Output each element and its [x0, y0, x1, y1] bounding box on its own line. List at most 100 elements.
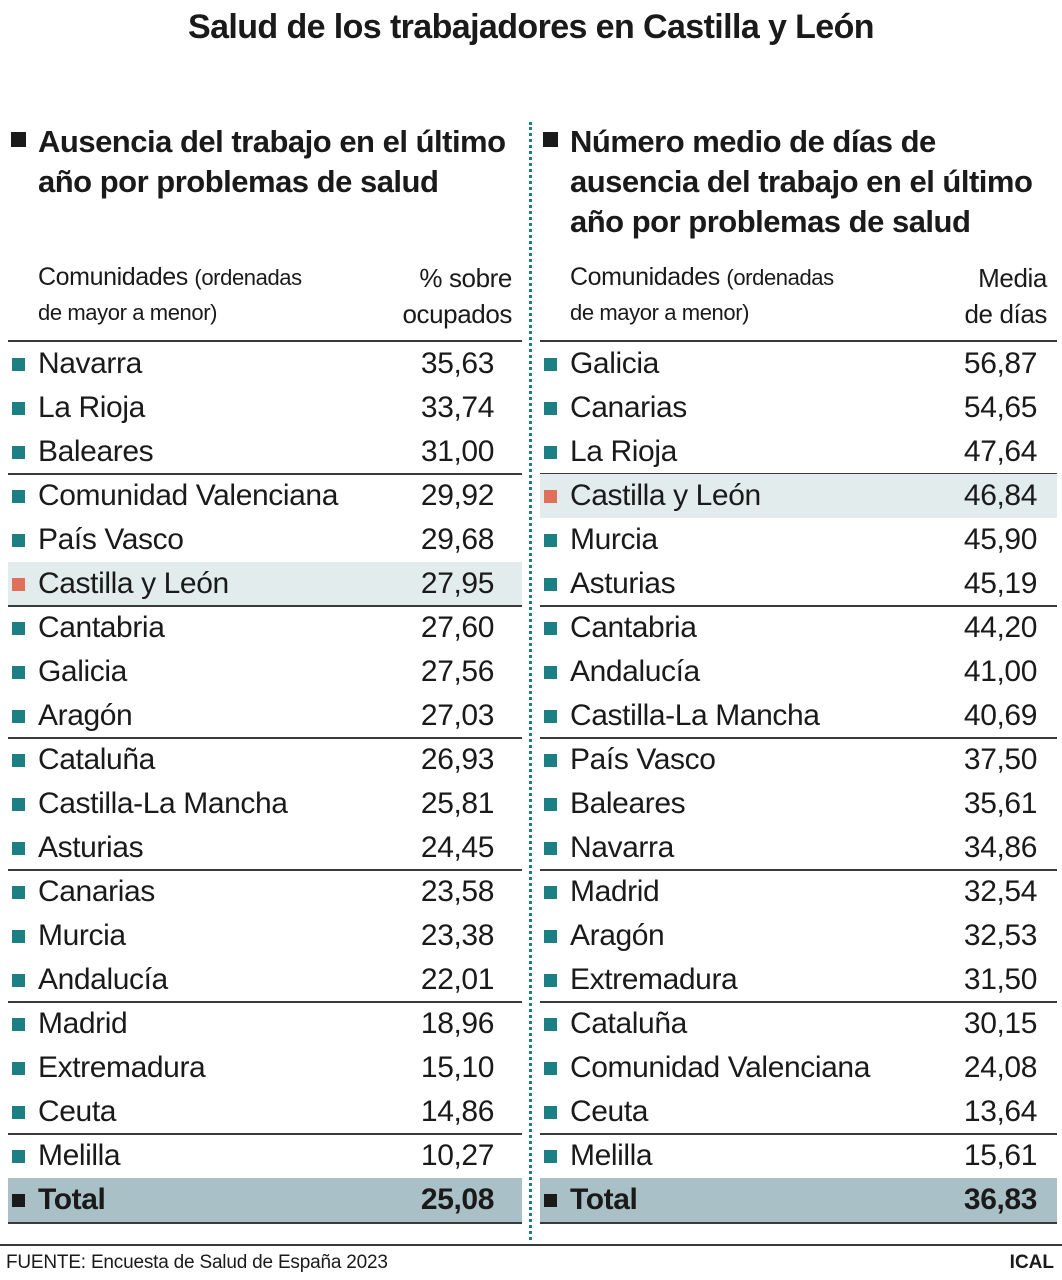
table-row: La Rioja 47,64 [540, 430, 1057, 475]
row-label: Cantabria [38, 611, 165, 644]
table-row: Madrid 18,96 [8, 1002, 522, 1046]
row-marker-square-icon [544, 1150, 557, 1163]
row-marker-square-icon [544, 622, 557, 635]
row-value: 27,95 [420, 567, 494, 600]
row-label: Melilla [570, 1139, 653, 1172]
row-value: 15,61 [963, 1139, 1037, 1172]
table-row: Andalucía 22,01 [8, 958, 522, 1003]
table-row: La Rioja 33,74 [8, 386, 522, 430]
row-value: 27,56 [420, 655, 494, 688]
row-value: 24,08 [963, 1051, 1037, 1084]
row-label: Murcia [38, 919, 126, 952]
row-value: 32,53 [963, 919, 1037, 952]
row-label: Ceuta [38, 1095, 117, 1128]
table-row: País Vasco 29,68 [8, 518, 522, 562]
total-row: Total 25,08 [8, 1178, 522, 1222]
panel-absence-days: Número medio de días de ausencia del tra… [540, 120, 1057, 1224]
row-value: 25,81 [420, 787, 494, 820]
value-header-line2: de días [964, 299, 1048, 329]
table-row: Canarias 54,65 [540, 386, 1057, 430]
row-label: Galicia [38, 655, 127, 688]
row-marker-square-icon [544, 446, 557, 459]
table-row: Aragón 32,53 [540, 914, 1057, 958]
row-value: 24,45 [420, 831, 494, 864]
table-row: País Vasco 37,50 [540, 738, 1057, 782]
total-bottom-rule [540, 1222, 1057, 1224]
row-marker-square-icon [12, 842, 25, 855]
row-marker-square-icon [12, 666, 25, 679]
row-label: Cataluña [38, 743, 155, 776]
table-row: Castilla-La Mancha 25,81 [8, 782, 522, 826]
row-label: Murcia [570, 523, 658, 556]
row-label: Baleares [38, 435, 154, 468]
row-label: La Rioja [570, 435, 677, 468]
table-row: Melilla 15,61 [540, 1134, 1057, 1178]
row-value: 27,03 [420, 699, 494, 732]
column-headers: Comunidades (ordenadas de mayor a menor)… [540, 260, 1057, 342]
column-header-communities: Comunidades (ordenadas de mayor a menor) [38, 260, 302, 330]
table-row: Galicia 56,87 [540, 342, 1057, 386]
row-marker-square-icon [12, 886, 25, 899]
row-value: 37,50 [963, 743, 1037, 776]
row-marker-square-icon [12, 798, 25, 811]
row-value: 45,19 [963, 567, 1037, 600]
row-marker-square-icon [12, 930, 25, 943]
row-marker-square-icon [544, 930, 557, 943]
value-header-line1: % sobre [419, 263, 512, 293]
table-row: Ceuta 13,64 [540, 1090, 1057, 1135]
row-marker-square-icon [12, 446, 25, 459]
panel-absence-percent: Ausencia del trabajo en el último año po… [8, 120, 522, 1224]
table-row: Baleares 35,61 [540, 782, 1057, 826]
table-row: Baleares 31,00 [8, 430, 522, 475]
row-label: Castilla y León [38, 567, 229, 600]
table-row: Cataluña 30,15 [540, 1002, 1057, 1046]
bullet-square-icon [543, 132, 558, 147]
source-note: FUENTE: Encuesta de Salud de España 2023 [6, 1252, 388, 1273]
row-value: 35,63 [420, 347, 494, 380]
row-value: 23,38 [420, 919, 494, 952]
total-marker-square-icon [12, 1194, 25, 1207]
row-label: Castilla y León [570, 479, 761, 512]
row-value: 13,64 [963, 1095, 1037, 1128]
table-row: Canarias 23,58 [8, 870, 522, 914]
table-row: Castilla-La Mancha 40,69 [540, 694, 1057, 739]
row-label: Cantabria [570, 611, 697, 644]
row-marker-square-icon [544, 886, 557, 899]
row-marker-square-icon [544, 842, 557, 855]
row-label: Cataluña [570, 1007, 687, 1040]
total-label: Total [570, 1183, 638, 1216]
column-headers: Comunidades (ordenadas de mayor a menor)… [8, 260, 522, 342]
value-header-line2: ocupados [402, 299, 512, 329]
panel-title: Número medio de días de ausencia del tra… [570, 124, 1033, 239]
row-value: 56,87 [963, 347, 1037, 380]
row-label: Asturias [570, 567, 676, 600]
row-value: 31,00 [420, 435, 494, 468]
row-value: 47,64 [963, 435, 1037, 468]
row-label: Aragón [38, 699, 133, 732]
bullet-square-icon [11, 132, 26, 147]
column-header-main: Comunidades [570, 263, 720, 291]
table-row: Murcia 23,38 [8, 914, 522, 958]
row-value: 27,60 [420, 611, 494, 644]
row-label: Asturias [38, 831, 144, 864]
panel-header: Ausencia del trabajo en el último año po… [8, 120, 522, 260]
column-divider [529, 122, 532, 1240]
table-row-highlighted: Castilla y León 27,95 [8, 562, 522, 607]
row-value: 41,00 [963, 655, 1037, 688]
row-label: Andalucía [38, 963, 168, 996]
row-label: Galicia [570, 347, 659, 380]
row-label: Castilla-La Mancha [570, 699, 820, 732]
table-row: Cantabria 27,60 [8, 606, 522, 650]
row-value: 32,54 [963, 875, 1037, 908]
row-marker-square-icon [544, 710, 557, 723]
row-marker-square-icon [12, 974, 25, 987]
table-row: Extremadura 15,10 [8, 1046, 522, 1090]
table-rows: Galicia 56,87 Canarias 54,65 La Rioja 47,64 Ca… [540, 342, 1057, 1224]
table-row: Comunidad Valenciana 29,92 [8, 474, 522, 518]
row-label: Aragón [570, 919, 665, 952]
table-row-highlighted: Castilla y León 46,84 [540, 474, 1057, 518]
row-marker-square-icon [12, 578, 25, 591]
column-header-note: (ordenadas [726, 265, 834, 290]
table-row: Aragón 27,03 [8, 694, 522, 739]
row-label: Comunidad Valenciana [570, 1051, 870, 1084]
